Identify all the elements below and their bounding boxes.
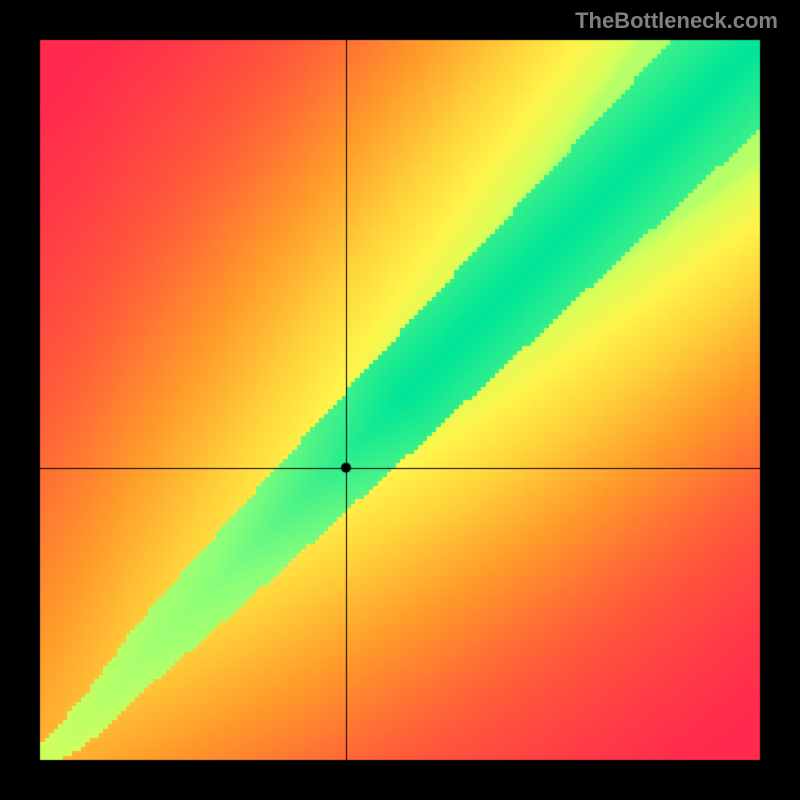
bottleneck-heatmap-canvas <box>0 0 800 800</box>
bottleneck-heatmap-container <box>0 0 800 800</box>
watermark-text: TheBottleneck.com <box>575 8 778 34</box>
